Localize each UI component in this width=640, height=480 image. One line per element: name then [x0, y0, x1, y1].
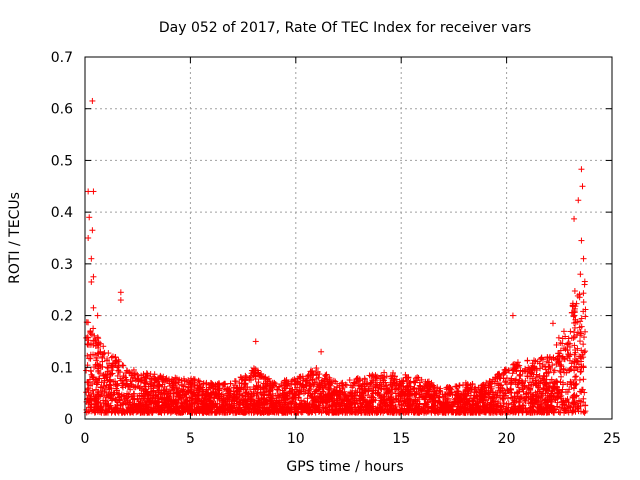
data-point [90, 325, 97, 332]
data-point [580, 376, 587, 383]
data-point [580, 290, 587, 297]
data-point [530, 357, 537, 364]
chart-title: Day 052 of 2017, Rate Of TEC Index for r… [159, 20, 531, 36]
data-point [573, 380, 580, 387]
data-point [445, 395, 452, 402]
data-point [99, 358, 106, 365]
data-point [580, 299, 587, 306]
data-point [114, 372, 121, 379]
data-point [130, 396, 137, 403]
data-point [276, 384, 283, 391]
data-point [255, 379, 262, 386]
data-point [582, 348, 589, 355]
data-point [571, 342, 578, 349]
data-point [553, 341, 560, 348]
data-points [83, 97, 589, 416]
data-point [571, 308, 578, 315]
grid [85, 57, 612, 419]
data-point [297, 380, 304, 387]
data-point [369, 371, 376, 378]
data-point [566, 386, 573, 393]
data-point [580, 341, 587, 348]
